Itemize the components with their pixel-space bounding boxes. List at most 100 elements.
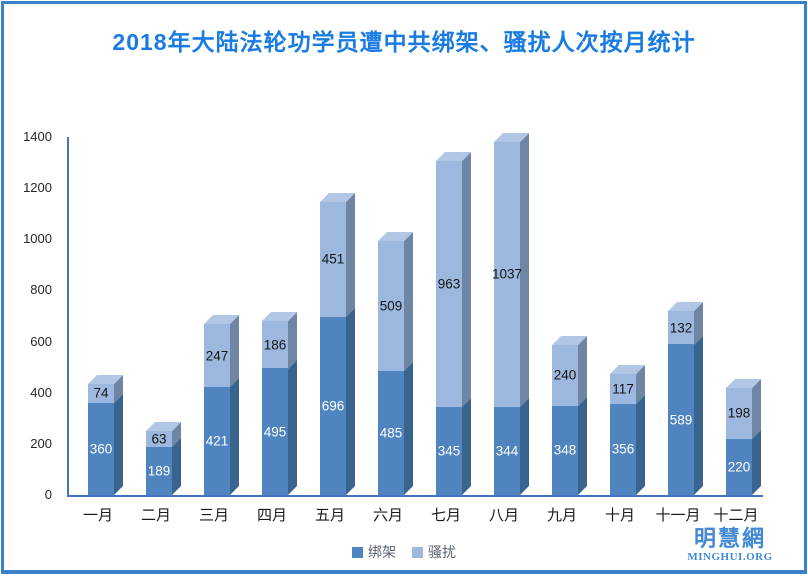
- y-axis-tick-label: 600: [30, 333, 52, 349]
- x-axis-labels: 一月 二月 三月 四月 五月 六月 七月 八月 九月 十月 十一月 十二月: [69, 504, 765, 526]
- bar-value-label: 63: [151, 431, 167, 447]
- bar-segment-harass: 247: [204, 324, 230, 388]
- bar-side-abduct: [462, 397, 471, 495]
- bar-segment-harass: 117: [610, 374, 636, 404]
- x-axis-category-label: 九月: [546, 508, 577, 524]
- y-axis-tick-label: 800: [30, 282, 52, 298]
- legend-label: 绑架: [368, 546, 396, 561]
- bar-segment-abduct: 589: [668, 344, 694, 495]
- legend-entry: 骚扰: [412, 542, 456, 562]
- bar-value-label: 696: [321, 398, 345, 414]
- bar-value-label: 74: [93, 385, 109, 401]
- legend-swatch: [412, 546, 423, 558]
- bar-value-label: 495: [263, 424, 287, 440]
- chart-title: 2018年大陆法轮功学员遭中共绑架、骚扰人次按月统计: [112, 29, 696, 55]
- bar-segment-harass: 74: [88, 384, 114, 403]
- bar-side-abduct: [520, 398, 529, 495]
- bar-side-harass: [578, 335, 587, 406]
- minghui-logo-en: MINGHUI.ORG: [687, 551, 773, 564]
- bar-side-abduct: [172, 437, 181, 495]
- bar-segment-abduct: 348: [552, 406, 578, 495]
- bar-segment-harass: 1037: [492, 141, 522, 408]
- bar-value-label: 198: [727, 405, 751, 421]
- bar-value-label: 589: [669, 412, 693, 428]
- bar-side-face: [404, 231, 413, 495]
- bar-segment-harass: 186: [262, 320, 288, 369]
- bar-side-harass: [346, 192, 355, 318]
- bar-side-abduct: [404, 361, 413, 495]
- bar-side-abduct: [114, 393, 123, 495]
- x-axis-category-label: 三月: [198, 508, 229, 524]
- y-axis: 0 200 400 600 800 1000 1200 1400: [0, 129, 58, 502]
- minghui-logo: 明慧網 MINGHUI.ORG: [674, 526, 786, 564]
- bar-segment-abduct: 360: [88, 402, 114, 495]
- bar-column: 240 348: [552, 335, 587, 495]
- x-axis-category-label: 十月: [604, 508, 635, 524]
- bar-segment-abduct: 495: [262, 368, 288, 495]
- bar-value-label: 421: [205, 433, 229, 449]
- bar-side-face: [462, 151, 471, 495]
- x-axis-category-label: 一月: [82, 508, 113, 524]
- bar-side-harass: [230, 315, 239, 388]
- bar-value-label: 220: [727, 459, 751, 475]
- bar-segment-abduct: 696: [320, 317, 346, 495]
- x-axis-category-label: 四月: [256, 508, 287, 524]
- bar-side-abduct: [578, 397, 587, 495]
- plot-area: 74 360 63 189 247 421 186 495 451 696 509 485 963 345…: [67, 132, 763, 497]
- x-axis-category-label: 十一月: [655, 508, 701, 524]
- bar-segment-abduct: 344: [494, 407, 520, 495]
- bar-column: 1037 344: [492, 132, 529, 495]
- bar-value-label: 485: [379, 425, 403, 441]
- bar-column: 509 485: [378, 231, 413, 495]
- bar-side-face: [114, 375, 123, 495]
- bar-value-label: 963: [437, 276, 461, 292]
- bar-segment-harass: 509: [378, 240, 404, 371]
- bar-value-label: 348: [553, 442, 577, 458]
- bar-column: 63 189: [146, 421, 181, 495]
- bar-value-label: 509: [379, 298, 403, 314]
- x-axis-category-label: 十二月: [713, 508, 759, 524]
- bar-side-harass: [404, 231, 413, 371]
- plot-bars: 74 360 63 189 247 421 186 495 451 696 509 485 963 345…: [69, 132, 763, 495]
- bar-segment-harass: 963: [436, 160, 462, 407]
- bar-column: 198 220: [726, 379, 761, 495]
- minghui-logo-cn: 明慧網: [693, 526, 766, 551]
- bar-segment-harass: 198: [726, 388, 752, 439]
- bar-column: 132 589: [668, 301, 703, 495]
- bar-column: 74 360: [88, 375, 123, 495]
- bar-segment-harass: 240: [552, 344, 578, 406]
- y-axis-tick-label: 1000: [23, 231, 52, 247]
- bar-side-face: [230, 315, 239, 495]
- bar-side-face: [578, 335, 587, 495]
- bar-column: 451 696: [320, 192, 355, 495]
- bar-side-abduct: [752, 429, 761, 495]
- bar-value-label: 451: [321, 251, 345, 267]
- y-axis-tick-label: 400: [30, 384, 52, 400]
- bar-side-face: [694, 301, 703, 495]
- bar-side-face: [636, 365, 645, 495]
- y-axis-tick-label: 200: [30, 435, 52, 451]
- x-axis-category-label: 六月: [372, 508, 403, 524]
- bar-column: 117 356: [610, 365, 645, 495]
- bar-value-label: 345: [437, 443, 461, 459]
- bar-segment-harass: 63: [146, 430, 172, 447]
- bar-value-label: 344: [495, 443, 519, 459]
- bar-side-abduct: [636, 394, 645, 495]
- bar-value-label: 356: [611, 441, 635, 457]
- bar-side-face: [520, 132, 529, 495]
- legend-swatch: [352, 546, 363, 558]
- bar-column: 963 345: [436, 151, 471, 495]
- bar-side-face: [346, 192, 355, 495]
- x-axis-category-label: 二月: [140, 508, 171, 524]
- legend-entry: 绑架: [352, 542, 396, 562]
- bar-side-face: [288, 311, 297, 495]
- y-axis-tick-label: 1200: [23, 180, 52, 196]
- bar-value-label: 189: [147, 463, 171, 479]
- bar-value-label: 240: [553, 367, 577, 383]
- bar-segment-abduct: 189: [146, 446, 172, 495]
- y-axis-tick-label: 0: [44, 487, 52, 502]
- y-axis-tick-label: 1400: [23, 129, 52, 144]
- x-axis-category-label: 五月: [314, 508, 345, 524]
- bar-segment-abduct: 485: [378, 370, 404, 495]
